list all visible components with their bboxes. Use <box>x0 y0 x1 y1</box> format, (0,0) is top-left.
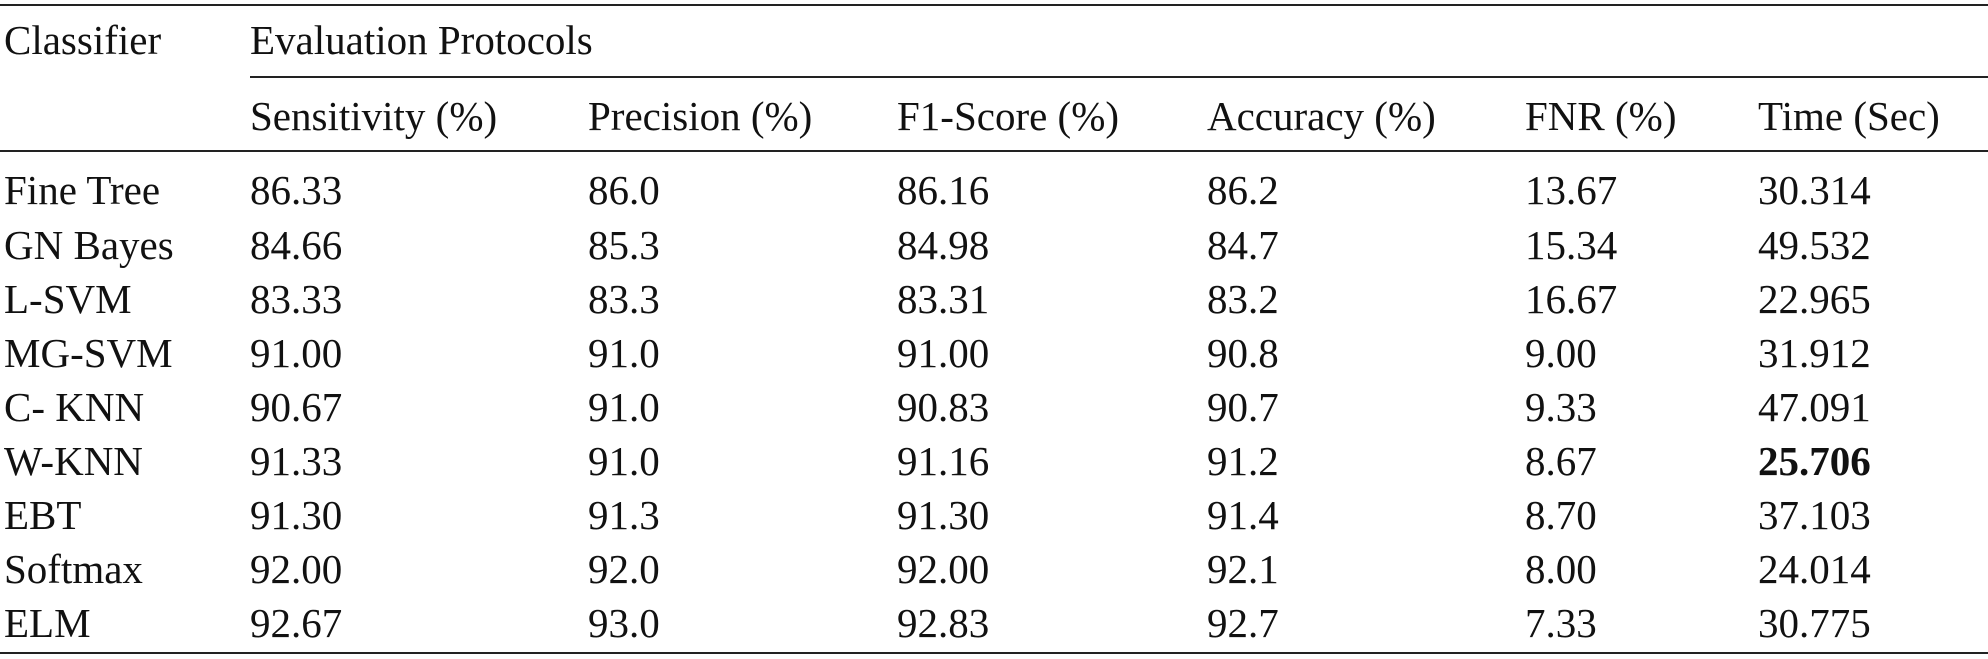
table-cell-f1-score: 90.83 <box>897 384 990 430</box>
table-cell-time: 47.091 <box>1758 384 1871 430</box>
table-cell-fnr: 13.67 <box>1525 167 1618 213</box>
table-cell-sensitivity: 91.33 <box>250 438 343 484</box>
table-cell-precision: 91.0 <box>588 330 660 376</box>
table-cell-precision: 92.0 <box>588 546 660 592</box>
table-cell-sensitivity: 83.33 <box>250 276 343 322</box>
table-cell-accuracy: 92.7 <box>1207 600 1279 646</box>
table-cell-precision: 91.3 <box>588 492 660 538</box>
table-cell-fnr: 9.33 <box>1525 384 1597 430</box>
table-cell-sensitivity: 91.30 <box>250 492 343 538</box>
table-cell-f1-score: 86.16 <box>897 167 990 213</box>
table-cell-sensitivity: 92.00 <box>250 546 343 592</box>
table-cell-accuracy: 86.2 <box>1207 167 1279 213</box>
table-cell-sensitivity: 92.67 <box>250 600 343 646</box>
column-header-f1-score: F1-Score (%) <box>897 93 1120 139</box>
table-cell-sensitivity: 91.00 <box>250 330 343 376</box>
table-cell-accuracy: 92.1 <box>1207 546 1279 592</box>
table-cell-time: 31.912 <box>1758 330 1871 376</box>
table-cell-f1-score: 92.00 <box>897 546 990 592</box>
table-cell-time: 24.014 <box>1758 546 1871 592</box>
table-cell-precision: 83.3 <box>588 276 660 322</box>
table-cell-accuracy: 91.2 <box>1207 438 1279 484</box>
table-cell-fnr: 8.67 <box>1525 438 1597 484</box>
table-cell-sensitivity: 90.67 <box>250 384 343 430</box>
table-cell-time: 30.775 <box>1758 600 1871 646</box>
classifier-header: Classifier <box>4 17 162 63</box>
table-cell-precision: 91.0 <box>588 384 660 430</box>
table-cell-accuracy: 90.8 <box>1207 330 1279 376</box>
table-row-classifier: W-KNN <box>4 438 143 484</box>
table-cell-sensitivity: 84.66 <box>250 222 343 268</box>
header-rule <box>0 150 1988 152</box>
table-cell-fnr: 8.70 <box>1525 492 1597 538</box>
table-row-classifier: Fine Tree <box>4 167 161 213</box>
table-bottom-rule <box>0 652 1988 654</box>
table-cell-fnr: 8.00 <box>1525 546 1597 592</box>
column-header-accuracy: Accuracy (%) <box>1207 93 1436 139</box>
table-cell-time: 49.532 <box>1758 222 1871 268</box>
group-header-rule <box>250 76 1988 78</box>
table-cell-f1-score: 84.98 <box>897 222 990 268</box>
table-cell-precision: 85.3 <box>588 222 660 268</box>
table-cell-fnr: 9.00 <box>1525 330 1597 376</box>
table-cell-accuracy: 83.2 <box>1207 276 1279 322</box>
table-row-classifier: L-SVM <box>4 276 132 322</box>
table-cell-f1-score: 91.30 <box>897 492 990 538</box>
table-cell-precision: 93.0 <box>588 600 660 646</box>
table-top-rule <box>0 4 1988 6</box>
table-cell-accuracy: 84.7 <box>1207 222 1279 268</box>
table-cell-fnr: 16.67 <box>1525 276 1618 322</box>
table-row-classifier: MG-SVM <box>4 330 173 376</box>
column-header-fnr: FNR (%) <box>1525 93 1677 139</box>
table-cell-f1-score: 91.16 <box>897 438 990 484</box>
table-row-classifier: EBT <box>4 492 82 538</box>
table-cell-accuracy: 91.4 <box>1207 492 1279 538</box>
table-cell-sensitivity: 86.33 <box>250 167 343 213</box>
evaluation-protocols-header: Evaluation Protocols <box>250 17 593 63</box>
table-cell-time: 30.314 <box>1758 167 1871 213</box>
table-cell-accuracy: 90.7 <box>1207 384 1279 430</box>
table-cell-precision: 86.0 <box>588 167 660 213</box>
table-cell-precision: 91.0 <box>588 438 660 484</box>
table-cell-f1-score: 83.31 <box>897 276 990 322</box>
table-cell-fnr: 15.34 <box>1525 222 1618 268</box>
table-cell-f1-score: 91.00 <box>897 330 990 376</box>
column-header-precision: Precision (%) <box>588 93 813 139</box>
table-row-classifier: C- KNN <box>4 384 145 430</box>
table-cell-f1-score: 92.83 <box>897 600 990 646</box>
table-cell-time: 22.965 <box>1758 276 1871 322</box>
table-row-classifier: GN Bayes <box>4 222 174 268</box>
table-cell-time-best: 25.706 <box>1758 438 1871 484</box>
column-header-sensitivity: Sensitivity (%) <box>250 93 498 139</box>
table-cell-fnr: 7.33 <box>1525 600 1597 646</box>
table-row-classifier: Softmax <box>4 546 143 592</box>
table-cell-time: 37.103 <box>1758 492 1871 538</box>
table-row-classifier: ELM <box>4 600 91 646</box>
column-header-time: Time (Sec) <box>1758 93 1940 139</box>
